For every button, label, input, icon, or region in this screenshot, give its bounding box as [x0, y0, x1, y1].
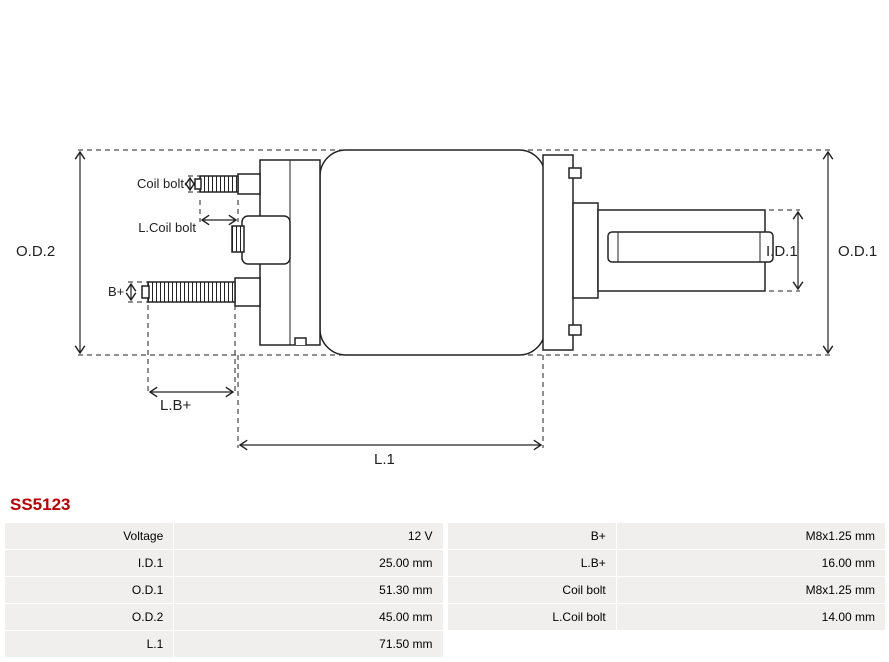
- label-id1: I.D.1: [766, 243, 798, 260]
- spec-column-right: B+M8x1.25 mmL.B+16.00 mmCoil boltM8x1.25…: [448, 523, 886, 657]
- spec-row: L.Coil bolt14.00 mm: [448, 604, 886, 630]
- spec-value: 51.30 mm: [174, 577, 442, 603]
- spec-row: L.171.50 mm: [5, 631, 443, 657]
- spec-value: M8x1.25 mm: [617, 523, 885, 549]
- spec-label: L.1: [5, 631, 174, 657]
- spec-value: 16.00 mm: [617, 550, 885, 576]
- spec-label: L.Coil bolt: [448, 604, 617, 630]
- spec-value: 71.50 mm: [174, 631, 442, 657]
- spec-row: Coil boltM8x1.25 mm: [448, 577, 886, 603]
- spec-label: L.B+: [448, 550, 617, 576]
- spec-label: B+: [448, 523, 617, 549]
- spec-label: O.D.2: [5, 604, 174, 630]
- spec-row: L.B+16.00 mm: [448, 550, 886, 576]
- spec-column-left: Voltage12 VI.D.125.00 mmO.D.151.30 mmO.D…: [5, 523, 443, 657]
- spec-label: O.D.1: [5, 577, 174, 603]
- technical-diagram: O.D.2 O.D.1 I.D.1 L.1 L.B+ B+ Coil bolt …: [0, 0, 889, 490]
- spec-row: B+M8x1.25 mm: [448, 523, 886, 549]
- spec-value: 12 V: [174, 523, 442, 549]
- spec-value: 14.00 mm: [617, 604, 885, 630]
- spec-label: I.D.1: [5, 550, 174, 576]
- label-od2: O.D.2: [16, 243, 55, 260]
- spec-value: 25.00 mm: [174, 550, 442, 576]
- label-l1: L.1: [374, 451, 395, 468]
- spec-row: O.D.151.30 mm: [5, 577, 443, 603]
- spec-label: Voltage: [5, 523, 174, 549]
- label-bplus: B+: [108, 284, 124, 299]
- spec-value: M8x1.25 mm: [617, 577, 885, 603]
- spec-table: Voltage12 VI.D.125.00 mmO.D.151.30 mmO.D…: [5, 523, 885, 657]
- spec-row: Voltage12 V: [5, 523, 443, 549]
- spec-row: O.D.245.00 mm: [5, 604, 443, 630]
- label-lcoilbolt: L.Coil bolt: [138, 220, 196, 235]
- label-od1: O.D.1: [838, 243, 877, 260]
- spec-value: 45.00 mm: [174, 604, 442, 630]
- label-coilbolt: Coil bolt: [137, 176, 184, 191]
- label-lbplus: L.B+: [160, 397, 192, 414]
- part-number: SS5123: [0, 495, 889, 515]
- spec-row: I.D.125.00 mm: [5, 550, 443, 576]
- spec-label: Coil bolt: [448, 577, 617, 603]
